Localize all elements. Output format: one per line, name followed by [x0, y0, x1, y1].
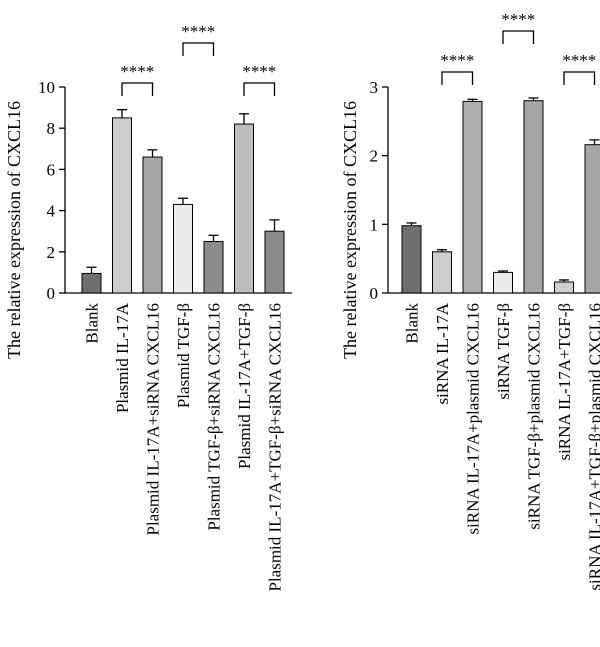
x-category-label: siRNA TGF-β — [494, 303, 513, 400]
significance-label: **** — [501, 10, 535, 29]
x-category-label: Plasmid IL-17A+siRNA CXCL16 — [144, 303, 163, 536]
x-category-label: Blank — [403, 303, 422, 344]
bar — [142, 156, 163, 294]
y-axis-label: The relative expression of CXCL16 — [4, 101, 24, 359]
significance-bracket — [441, 71, 474, 85]
y-tick-label: 10 — [38, 78, 55, 97]
x-category-label: Plasmid IL-17A — [113, 302, 132, 413]
significance-bracket — [121, 82, 154, 96]
y-tick-label: 0 — [47, 284, 56, 303]
significance-bracket — [243, 82, 276, 96]
chart-panel-2: 0 1 2 3 The relative expression of CXCL16 Bla… — [340, 10, 600, 591]
x-category-label: Plasmid IL-17A+TGF-β — [235, 303, 254, 469]
bar — [203, 241, 224, 294]
y-tick-label: 2 — [47, 243, 56, 262]
bar — [264, 230, 285, 294]
x-category-label: siRNA TGF-β+plasmid CXCL16 — [525, 303, 544, 530]
bar — [554, 281, 574, 294]
x-category-label: Plasmid IL-17A+TGF-β+siRNA CXCL16 — [266, 303, 285, 592]
bar — [462, 100, 483, 294]
significance-label: **** — [242, 62, 276, 81]
bar — [584, 144, 600, 294]
x-category-label: siRNA IL-17A+TGF-β+plasmid CXCL16 — [586, 303, 600, 591]
x-category-label: siRNA IL-17A+plasmid CXCL16 — [464, 303, 483, 535]
significance-label: **** — [562, 51, 596, 70]
y-tick-label: 1 — [370, 215, 379, 234]
x-category-label: siRNA IL-17A — [433, 302, 452, 404]
bar — [523, 100, 544, 294]
significance-bracket — [182, 42, 215, 56]
significance-bracket — [502, 30, 535, 44]
x-category-label: siRNA IL-17A+TGF-β — [555, 303, 574, 461]
bar — [493, 271, 513, 294]
bar — [234, 123, 254, 294]
significance-label: **** — [120, 62, 154, 81]
y-tick-label: 8 — [47, 119, 56, 138]
bar — [432, 251, 452, 294]
y-tick-label: 2 — [370, 147, 379, 166]
x-category-label: Plasmid TGF-β+siRNA CXCL16 — [205, 303, 224, 531]
chart-panel-1: 0 2 4 6 8 10 The relative expression of CXCL16… — [4, 22, 292, 592]
x-category-label: Blank — [83, 303, 102, 344]
significance-label: **** — [181, 22, 215, 41]
y-tick-label: 3 — [370, 78, 379, 97]
bar — [401, 225, 422, 294]
bar — [173, 203, 193, 294]
y-tick-label: 6 — [47, 160, 56, 179]
bar — [81, 272, 102, 294]
bar — [112, 117, 132, 294]
y-axis-label: The relative expression of CXCL16 — [340, 101, 360, 359]
significance-bracket — [563, 71, 596, 85]
x-category-label: Plasmid TGF-β — [174, 303, 193, 408]
significance-label: **** — [440, 51, 474, 70]
y-tick-label: 0 — [370, 284, 379, 303]
y-tick-label: 4 — [47, 202, 56, 221]
